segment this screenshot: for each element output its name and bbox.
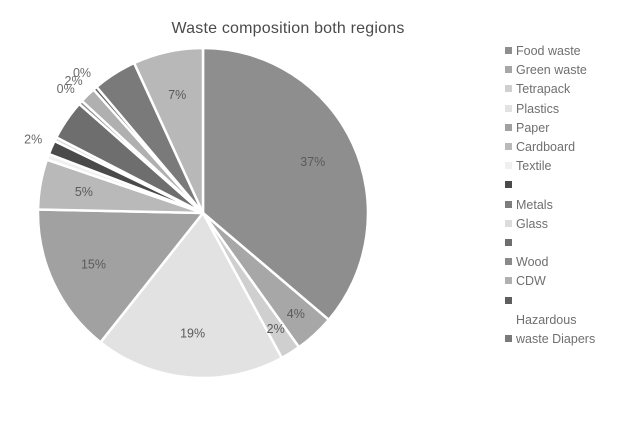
legend-item: Textile <box>505 157 640 176</box>
legend-label: Wood <box>516 255 549 270</box>
legend-swatch <box>505 66 512 74</box>
legend-item: CDW <box>505 272 640 291</box>
pie-slice <box>36 208 205 344</box>
legend-item <box>505 176 640 195</box>
legend-item: waste Diapers <box>505 330 640 349</box>
legend-swatch <box>505 277 512 285</box>
legend-item: Metals <box>505 196 640 215</box>
legend-item <box>505 292 640 311</box>
legend-item: Glass <box>505 215 640 234</box>
legend-swatch <box>505 162 512 170</box>
legend-label: Glass <box>516 216 548 231</box>
legend-label: CDW <box>516 274 546 289</box>
slice-data-label: 0% <box>73 66 91 80</box>
legend-swatch <box>505 181 512 189</box>
slice-data-label: 2% <box>267 322 285 336</box>
legend-item: Hazardous <box>505 311 640 330</box>
pie-slice <box>132 46 205 215</box>
legend-swatch <box>505 143 512 151</box>
pie-slice <box>201 46 370 322</box>
legend-label: Metals <box>516 197 553 212</box>
legend-item: Plastics <box>505 100 640 119</box>
legend-swatch <box>505 296 512 304</box>
slice-data-label: 4% <box>287 307 305 321</box>
legend-swatch <box>505 239 512 247</box>
legend-item: Green waste <box>505 61 640 80</box>
slice-data-label: 2% <box>65 74 83 88</box>
legend-label: Tetrapack <box>516 82 571 97</box>
slice-data-label: 15% <box>81 258 106 272</box>
legend-item: Tetrapack <box>505 80 640 99</box>
legend-label: Textile <box>516 159 552 174</box>
legend-label: Green waste <box>516 63 587 78</box>
legend-swatch <box>505 219 512 227</box>
legend-label: waste Diapers <box>516 332 596 347</box>
legend-label: Plastics <box>516 101 560 116</box>
legend-item <box>505 234 640 253</box>
legend-label: Hazardous <box>516 312 577 327</box>
slice-data-label: 7% <box>168 88 186 102</box>
slice-data-label: 19% <box>180 327 205 341</box>
legend-item: Wood <box>505 253 640 272</box>
legend-swatch <box>505 104 512 112</box>
legend-swatch <box>505 258 512 266</box>
slice-data-label: 37% <box>300 155 325 169</box>
slice-data-label: 0% <box>57 82 75 96</box>
legend-label: Cardboard <box>516 140 576 155</box>
legend-item: Paper <box>505 119 640 138</box>
legend-swatch <box>505 315 512 323</box>
legend-swatch <box>505 335 512 343</box>
slice-data-label: 2% <box>24 133 42 147</box>
legend-swatch <box>505 200 512 208</box>
legend-label: Food waste <box>516 44 581 58</box>
legend-swatch <box>505 123 512 131</box>
pie-slice <box>99 211 284 380</box>
chart-title: Waste composition both regions <box>171 20 405 37</box>
chart-legend: Food waste Green waste Tetrapack Plastics Pa… <box>505 42 640 349</box>
legend-swatch <box>505 47 512 54</box>
legend-label: Paper <box>516 120 550 135</box>
legend-item: Cardboard <box>505 138 640 157</box>
legend-swatch <box>505 85 512 93</box>
legend-item: Food waste <box>505 42 640 61</box>
slice-data-label: 5% <box>75 185 93 199</box>
